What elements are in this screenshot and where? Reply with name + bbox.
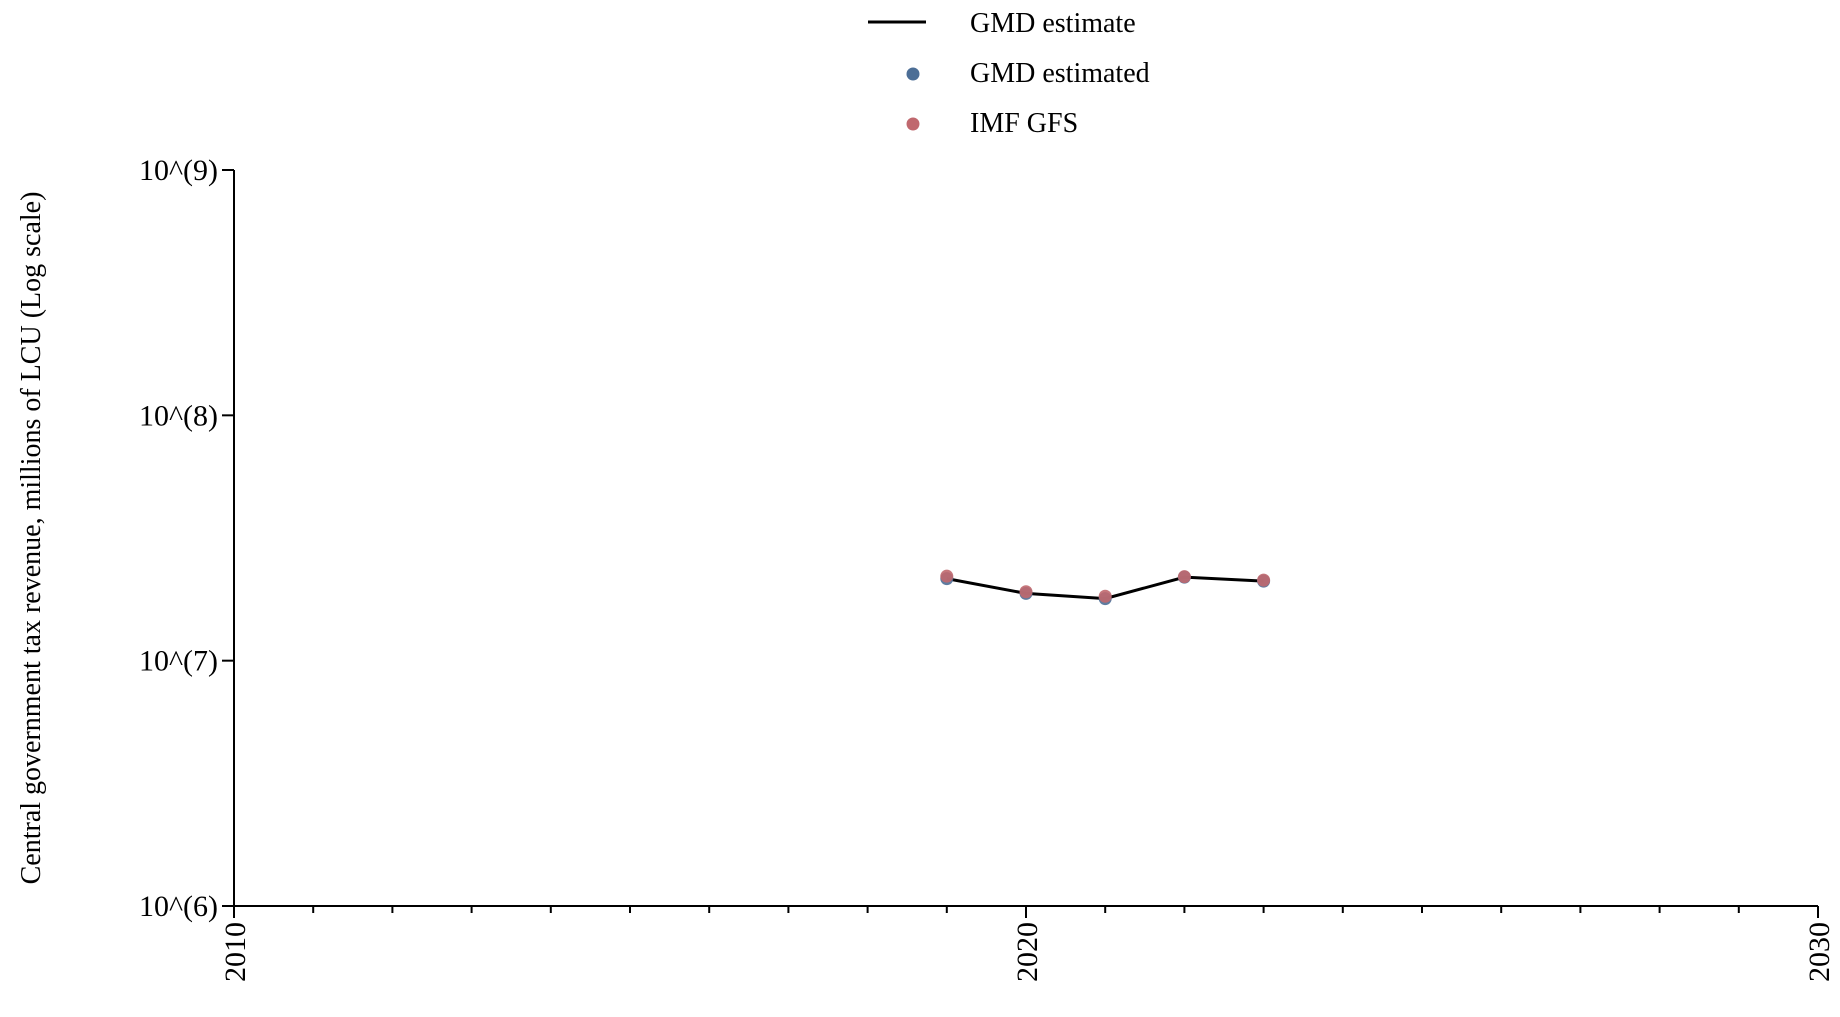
x-tick-label: 2010	[219, 922, 252, 982]
y-tick-label: 10^(6)	[139, 890, 218, 923]
legend-dot-swatch	[906, 67, 920, 81]
plot-area	[940, 569, 1271, 606]
y-tick-label: 10^(8)	[139, 399, 218, 432]
point-imf-gfs	[1257, 573, 1271, 587]
x-tick-label: 2020	[1011, 922, 1044, 982]
legend: GMD estimate GMD estimated IMF GFS	[868, 8, 1150, 139]
x-tick-label: 2030	[1803, 922, 1836, 982]
axes: 10^(6) 10^(7) 10^(8) 10^(9) 2010 2020 2030	[139, 154, 1836, 982]
legend-entry-label: GMD estimate	[970, 8, 1136, 39]
point-imf-gfs	[1019, 585, 1033, 599]
y-tick-label: 10^(9)	[139, 154, 218, 187]
y-axis-title: Central government tax revenue, millions…	[16, 192, 47, 885]
legend-dot-swatch	[906, 117, 920, 131]
point-imf-gfs	[1098, 589, 1112, 603]
legend-entry-label: IMF GFS	[970, 108, 1078, 139]
y-tick-label: 10^(7)	[139, 645, 218, 678]
legend-entry-label: GMD estimated	[970, 58, 1150, 89]
point-imf-gfs	[940, 569, 954, 583]
point-imf-gfs	[1177, 570, 1191, 584]
